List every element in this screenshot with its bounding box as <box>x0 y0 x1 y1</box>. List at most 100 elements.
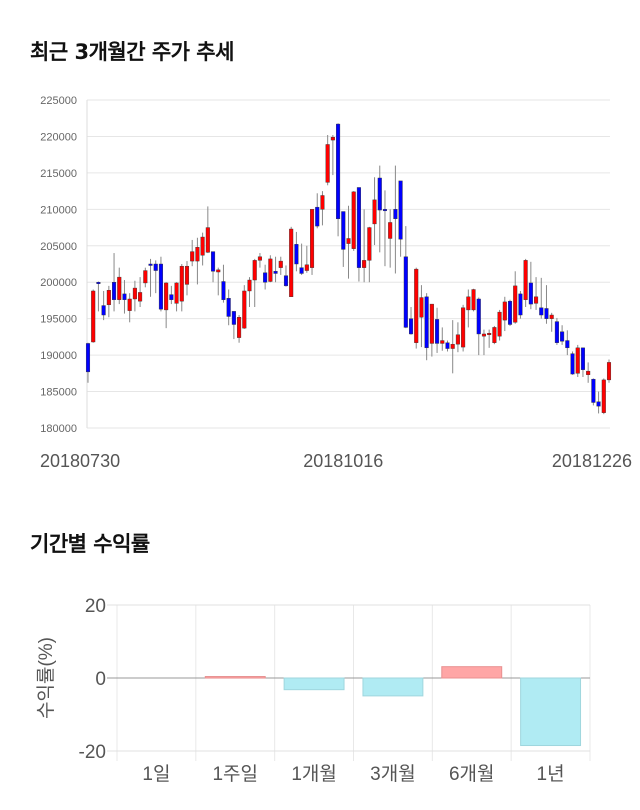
candle-up <box>205 227 210 253</box>
candle-up <box>278 260 283 268</box>
candle-up <box>190 251 195 262</box>
y-tick-label: 0 <box>95 669 106 690</box>
candle-up <box>586 370 591 375</box>
candle-down <box>539 307 544 316</box>
candle-down <box>231 311 236 325</box>
candle-up <box>466 296 471 311</box>
x-tick-label: 20181226 <box>552 451 632 471</box>
x-tick-label: 1일 <box>142 763 170 785</box>
candle-up <box>497 311 502 337</box>
candle-down <box>476 298 481 335</box>
candle-up <box>216 269 221 273</box>
candle-down <box>382 209 387 212</box>
candle-up <box>330 136 335 141</box>
candle-down <box>580 347 585 370</box>
candle-up <box>289 228 294 298</box>
y-tick-label: 225000 <box>40 95 77 107</box>
candle-down <box>528 282 533 305</box>
candle-up <box>575 347 580 374</box>
candle-up <box>523 260 528 300</box>
candle-down <box>398 180 403 240</box>
bar <box>520 677 582 747</box>
candle-up <box>179 265 184 302</box>
candle-up <box>362 260 367 268</box>
bar <box>283 677 345 691</box>
candle-up <box>138 292 143 302</box>
candle-down <box>169 294 174 300</box>
candle-up <box>164 282 169 311</box>
candle-down <box>596 401 601 407</box>
candle-down <box>148 263 153 266</box>
y-tick-label: 210000 <box>40 204 77 216</box>
x-tick-label: 20181016 <box>303 451 383 471</box>
returns-bar-chart: 20 0 -20 수익률(%) 1일 1주일 1개월 3개월 6개월 1년 <box>35 596 591 785</box>
candle-up <box>487 333 492 335</box>
candle-up <box>367 227 372 261</box>
candle-up <box>237 317 242 338</box>
candle-down <box>424 296 429 349</box>
candle-up <box>325 144 330 183</box>
candle-up <box>429 303 434 344</box>
y-tick-label: 180000 <box>40 423 77 435</box>
candle-up <box>440 340 445 344</box>
candle-down <box>554 321 559 343</box>
candle-up <box>247 279 252 292</box>
candle-up <box>346 238 351 244</box>
candle-down <box>570 353 575 375</box>
x-tick-label: 1주일 <box>212 763 258 785</box>
candle-up <box>174 282 179 304</box>
candle-up <box>91 290 96 343</box>
candle-down <box>518 293 523 316</box>
candle-down <box>445 342 450 349</box>
x-tick-label: 3개월 <box>370 763 416 785</box>
candle-up <box>606 362 612 381</box>
candle-up <box>492 327 497 343</box>
x-tick-label: 6개월 <box>449 763 495 785</box>
candle-up <box>304 264 309 271</box>
candle-down <box>226 298 231 317</box>
candle-up <box>549 314 554 319</box>
candle-down <box>336 123 341 220</box>
candle-up <box>320 195 325 210</box>
candle-up <box>310 209 315 268</box>
candle-down <box>112 282 117 300</box>
y-tick-label: 200000 <box>40 277 77 289</box>
y-tick-label: 195000 <box>40 314 77 326</box>
candle-up <box>455 334 460 345</box>
candle-down <box>356 187 361 268</box>
candle-up <box>534 296 539 304</box>
candle-down <box>403 256 408 328</box>
candle-up <box>117 276 122 300</box>
candlestick-chart: 225000 220000 215000 210000 205000 200000 1950… <box>40 95 632 471</box>
candle-down <box>341 211 346 250</box>
candle-up <box>513 285 518 323</box>
candle-down <box>393 209 398 220</box>
y-tick-label: 20 <box>85 596 106 617</box>
candle-down <box>435 319 440 344</box>
bar <box>204 676 266 679</box>
y-tick-label: 215000 <box>40 168 77 180</box>
candle-up <box>195 247 200 262</box>
y-tick-label: 205000 <box>40 241 77 253</box>
candle-down <box>408 318 414 335</box>
candle-down <box>507 300 513 325</box>
candle-up <box>351 191 356 249</box>
y-tick-label: 185000 <box>40 387 77 399</box>
candle-down <box>273 271 278 274</box>
candle-down <box>158 263 163 310</box>
candle-down <box>299 267 304 274</box>
candle-up <box>502 301 507 321</box>
candle-down <box>211 251 216 272</box>
candle-down <box>377 177 382 211</box>
candle-down <box>263 272 268 283</box>
candle-up <box>127 298 132 311</box>
candle-down <box>591 378 596 403</box>
candle-down <box>101 305 106 316</box>
candle-down <box>560 331 565 342</box>
candle-down <box>544 308 549 319</box>
price-trend-title: 최근 3개월간 주가 추세 <box>30 40 234 64</box>
candle-down <box>221 281 226 300</box>
candle-up <box>268 258 273 282</box>
x-tick-label: 20180730 <box>40 451 120 471</box>
candle-up <box>143 270 148 284</box>
